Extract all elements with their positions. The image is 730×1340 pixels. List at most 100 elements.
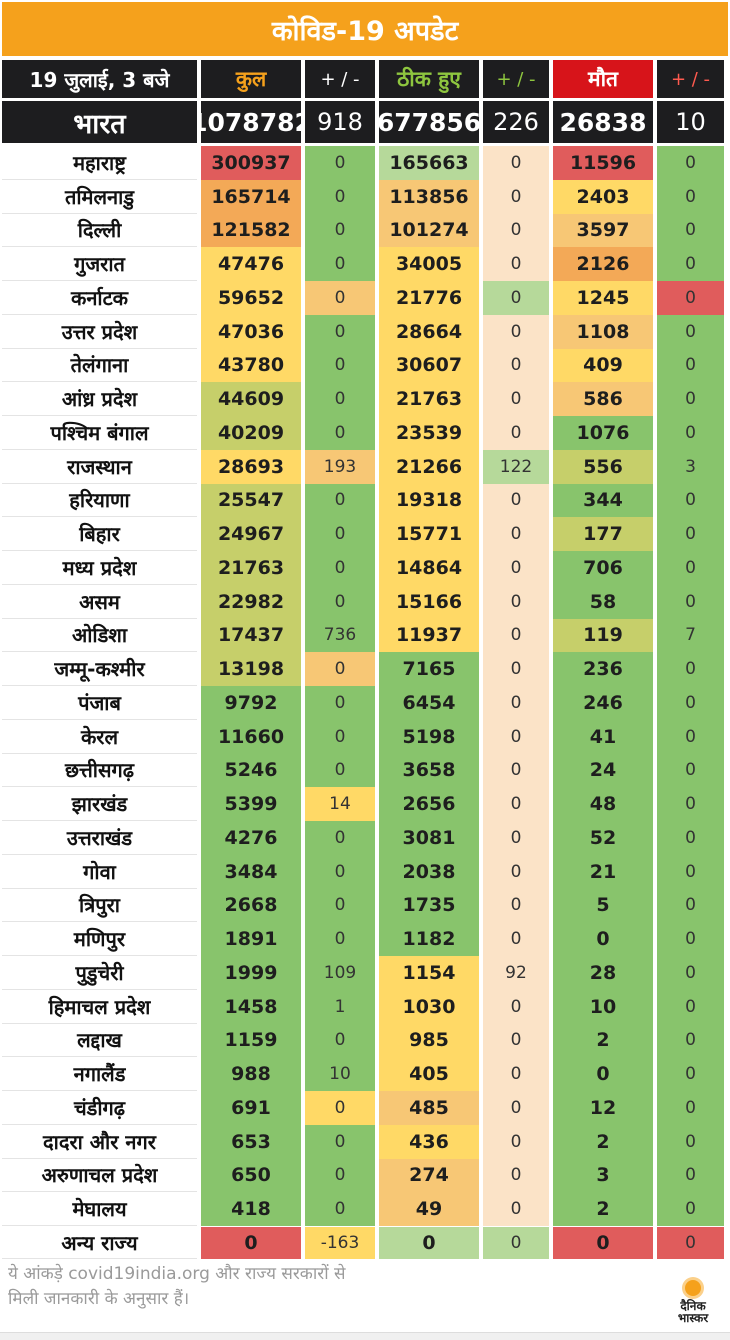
bottom-divider bbox=[0, 1332, 730, 1340]
state-name: झारखंड bbox=[2, 787, 197, 821]
total-cell: 59652 bbox=[201, 281, 301, 315]
recovered-change-cell: 122 bbox=[483, 449, 549, 484]
recovered-cell: 34005 bbox=[379, 247, 479, 281]
total-change-cell: 0 bbox=[305, 821, 375, 855]
total-change-cell: 0 bbox=[305, 348, 375, 383]
recovered-change-cell: 0 bbox=[483, 213, 549, 248]
total-cell: 28693 bbox=[201, 449, 301, 484]
recovered-cell: 21266 bbox=[379, 449, 479, 484]
total-change-cell: 0 bbox=[305, 1023, 375, 1058]
recovered-cell: 14864 bbox=[379, 551, 479, 585]
deaths-change-cell: 0 bbox=[657, 1158, 724, 1193]
total-change-cell: 0 bbox=[305, 179, 375, 214]
sun-icon bbox=[685, 1280, 701, 1296]
header-recovered: ठीक हुए bbox=[379, 60, 479, 98]
total-cell: 0 bbox=[201, 1227, 301, 1259]
recovered-change-cell: 0 bbox=[483, 1192, 549, 1226]
india-recovered: 677856 bbox=[379, 101, 479, 143]
total-change-cell: 0 bbox=[305, 686, 375, 720]
recovered-cell: 1735 bbox=[379, 888, 479, 923]
deaths-change-cell: 0 bbox=[657, 314, 724, 349]
table-row: छत्तीसगढ़ 5246 0 3658 0 24 0 bbox=[2, 753, 728, 788]
total-cell: 17437 bbox=[201, 618, 301, 653]
total-change-cell: 109 bbox=[305, 956, 375, 990]
state-name: अरुणाचल प्रदेश bbox=[2, 1158, 197, 1193]
recovered-change-cell: 0 bbox=[483, 1158, 549, 1193]
total-change-cell: 0 bbox=[305, 753, 375, 788]
state-name: जम्मू-कश्मीर bbox=[2, 652, 197, 686]
deaths-change-cell: 0 bbox=[657, 247, 724, 281]
deaths-cell: 11596 bbox=[553, 146, 653, 180]
deaths-cell: 246 bbox=[553, 686, 653, 720]
recovered-change-cell: 0 bbox=[483, 281, 549, 315]
total-change-cell: 0 bbox=[305, 1158, 375, 1193]
recovered-cell: 1030 bbox=[379, 989, 479, 1024]
table-row: मेघालय 418 0 49 0 2 0 bbox=[2, 1192, 728, 1226]
total-change-cell: 0 bbox=[305, 1192, 375, 1226]
table-row: केरल 11660 0 5198 0 41 0 bbox=[2, 719, 728, 754]
total-cell: 1999 bbox=[201, 956, 301, 990]
total-cell: 25547 bbox=[201, 483, 301, 518]
header-recovered-change: + / - bbox=[483, 60, 549, 98]
state-name: महाराष्ट्र bbox=[2, 146, 197, 180]
recovered-change-cell: 92 bbox=[483, 956, 549, 990]
recovered-change-cell: 0 bbox=[483, 1227, 549, 1259]
state-name: लद्दाख bbox=[2, 1023, 197, 1058]
table-row: गुजरात 47476 0 34005 0 2126 0 bbox=[2, 247, 728, 281]
deaths-cell: 706 bbox=[553, 551, 653, 585]
recovered-change-cell: 0 bbox=[483, 584, 549, 619]
recovered-cell: 485 bbox=[379, 1091, 479, 1125]
table-row: लद्दाख 1159 0 985 0 2 0 bbox=[2, 1023, 728, 1058]
deaths-cell: 24 bbox=[553, 753, 653, 788]
total-change-cell: 0 bbox=[305, 146, 375, 180]
header-date: 19 जुलाई, 3 बजे bbox=[2, 60, 197, 98]
recovered-change-cell: 0 bbox=[483, 146, 549, 180]
deaths-change-cell: 0 bbox=[657, 382, 724, 416]
table-row: पुडुचेरी 1999 109 1154 92 28 0 bbox=[2, 956, 728, 990]
deaths-change-cell: 0 bbox=[657, 584, 724, 619]
state-name: नगालैंड bbox=[2, 1057, 197, 1091]
recovered-cell: 28664 bbox=[379, 314, 479, 349]
india-deaths: 26838 bbox=[553, 101, 653, 143]
table-row: तेलंगाना 43780 0 30607 0 409 0 bbox=[2, 348, 728, 383]
total-change-cell: 0 bbox=[305, 854, 375, 889]
recovered-change-cell: 0 bbox=[483, 179, 549, 214]
state-name: पुडुचेरी bbox=[2, 956, 197, 990]
recovered-change-cell: 0 bbox=[483, 821, 549, 855]
table-row: गोवा 3484 0 2038 0 21 0 bbox=[2, 854, 728, 889]
state-name: गोवा bbox=[2, 854, 197, 889]
india-total-change: 918 bbox=[305, 101, 375, 143]
total-cell: 1159 bbox=[201, 1023, 301, 1058]
deaths-change-cell: 0 bbox=[657, 821, 724, 855]
source-note: ये आंकड़े covid19india.org और राज्य सरका… bbox=[8, 1262, 528, 1312]
total-change-cell: 736 bbox=[305, 618, 375, 653]
deaths-cell: 177 bbox=[553, 517, 653, 551]
state-name: कर्नाटक bbox=[2, 281, 197, 315]
recovered-cell: 7165 bbox=[379, 652, 479, 686]
deaths-change-cell: 0 bbox=[657, 787, 724, 821]
deaths-change-cell: 0 bbox=[657, 1023, 724, 1058]
total-cell: 300937 bbox=[201, 146, 301, 180]
recovered-cell: 23539 bbox=[379, 416, 479, 450]
recovered-cell: 49 bbox=[379, 1192, 479, 1226]
recovered-change-cell: 0 bbox=[483, 416, 549, 450]
total-cell: 44609 bbox=[201, 382, 301, 416]
deaths-change-cell: 3 bbox=[657, 449, 724, 484]
table-row: झारखंड 5399 14 2656 0 48 0 bbox=[2, 787, 728, 821]
recovered-change-cell: 0 bbox=[483, 1091, 549, 1125]
recovered-change-cell: 0 bbox=[483, 922, 549, 956]
table-row: हरियाणा 25547 0 19318 0 344 0 bbox=[2, 483, 728, 518]
deaths-change-cell: 0 bbox=[657, 416, 724, 450]
table-row: जम्मू-कश्मीर 13198 0 7165 0 236 0 bbox=[2, 652, 728, 686]
deaths-change-cell: 0 bbox=[657, 719, 724, 754]
table-header: 19 जुलाई, 3 बजे कुल + / - ठीक हुए + / - … bbox=[2, 60, 728, 98]
total-change-cell: 0 bbox=[305, 584, 375, 619]
state-name: राजस्थान bbox=[2, 449, 197, 484]
total-cell: 418 bbox=[201, 1192, 301, 1226]
deaths-cell: 5 bbox=[553, 888, 653, 923]
deaths-cell: 119 bbox=[553, 618, 653, 653]
total-change-cell: 0 bbox=[305, 314, 375, 349]
total-change-cell: 0 bbox=[305, 652, 375, 686]
deaths-change-cell: 0 bbox=[657, 652, 724, 686]
recovered-cell: 113856 bbox=[379, 179, 479, 214]
